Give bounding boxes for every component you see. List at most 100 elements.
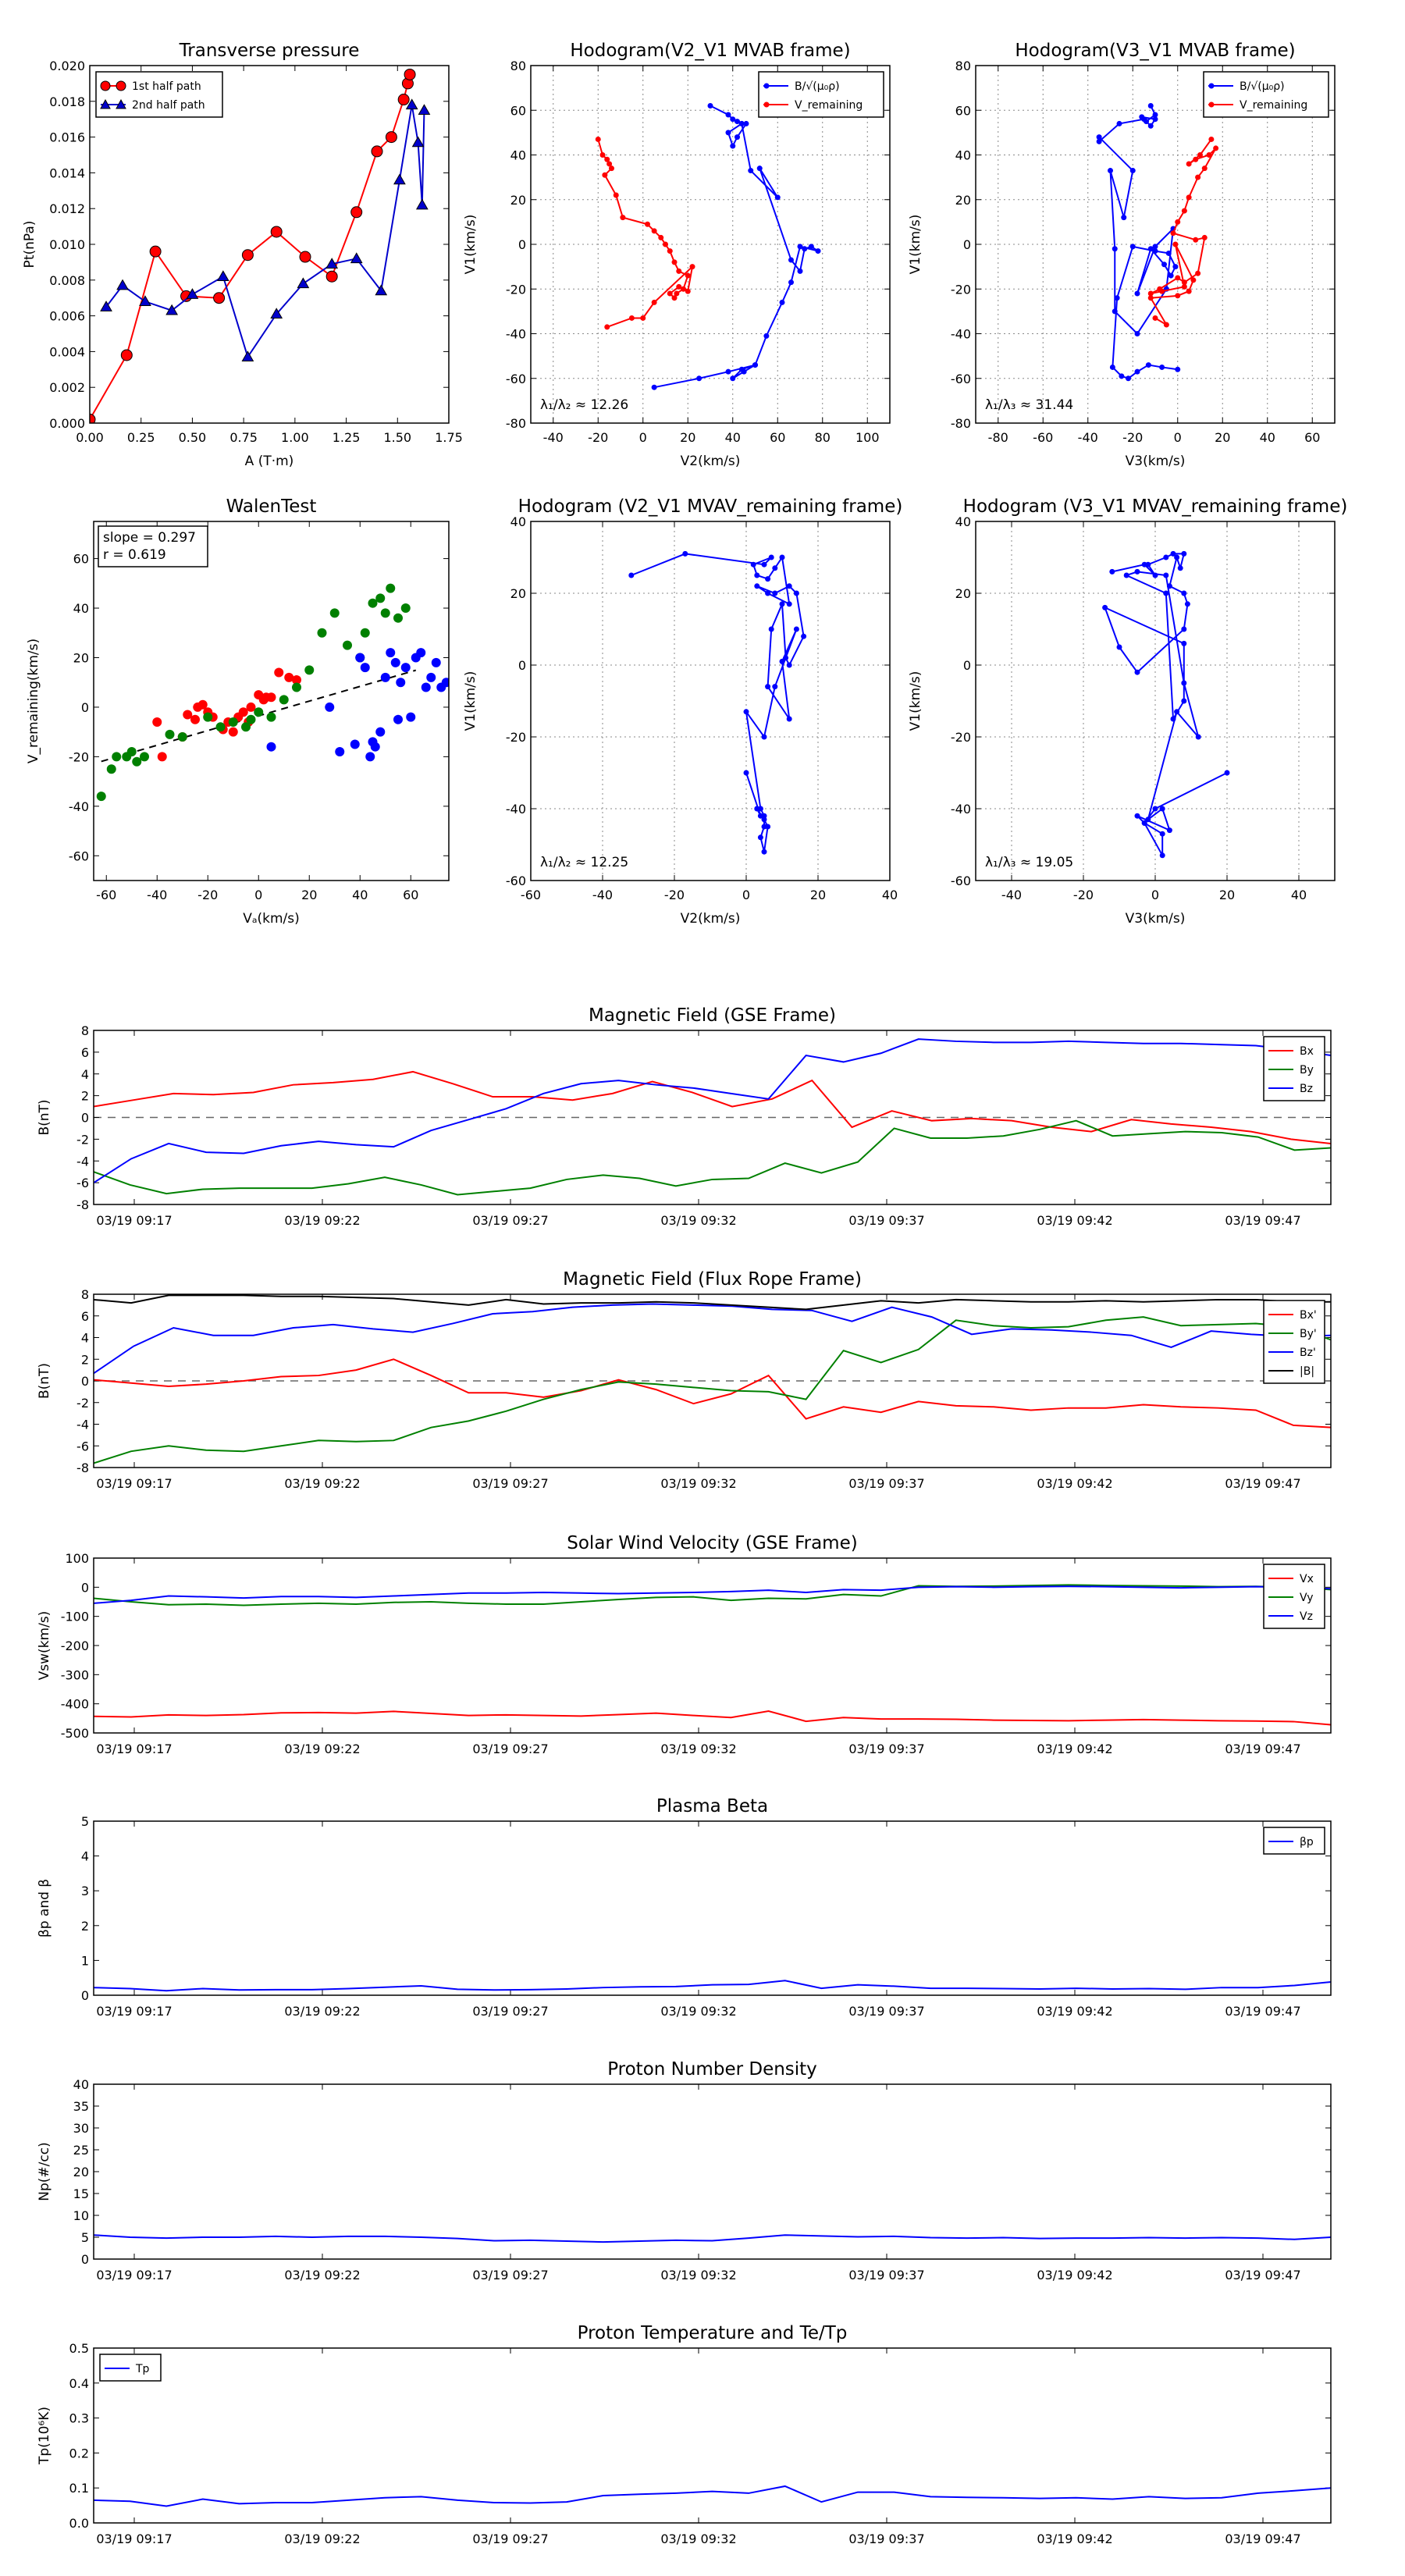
axes-frame <box>93 1030 1332 1205</box>
x-tick-label: 60 <box>770 430 785 445</box>
series-0-point <box>1181 590 1187 596</box>
axes-frame <box>975 65 1336 424</box>
y-axis-label: βp and β <box>37 1879 52 1937</box>
series-1st-half-path-point <box>149 245 162 258</box>
series-0-point <box>228 727 238 737</box>
y-tick-label: 1 <box>81 1953 89 1968</box>
y-tick-label: 60 <box>73 552 89 567</box>
x-tick-label: -20 <box>1122 430 1143 445</box>
annotation-text: λ₁/λ₂ ≈ 12.25 <box>540 855 628 870</box>
x-tick-label: -20 <box>664 888 685 902</box>
series-1-point <box>106 764 116 774</box>
x-tick-label: 03/19 09:42 <box>1037 1213 1112 1228</box>
series-0-point <box>1134 568 1140 575</box>
series-by-line <box>94 1119 1331 1196</box>
series-b--point <box>741 368 747 375</box>
x-tick-label: 03/19 09:47 <box>1225 1742 1300 1756</box>
y-tick-label: 40 <box>510 514 526 529</box>
series-0-point <box>779 658 785 664</box>
series-0-point <box>768 626 774 632</box>
series-1-point <box>400 603 411 614</box>
series-0-point <box>246 702 256 712</box>
y-tick-label: 5 <box>81 2230 89 2245</box>
x-tick-label: 20 <box>1215 430 1230 445</box>
series-b--point <box>730 143 736 149</box>
legend-label: βp <box>1300 1836 1314 1848</box>
series-2-point <box>370 742 380 752</box>
series-b--point <box>1114 295 1120 301</box>
y-tick-label: 3 <box>81 1884 89 1898</box>
x-tick-label: 40 <box>352 888 368 902</box>
series-0-point <box>793 590 799 596</box>
series-0-point <box>786 716 792 722</box>
x-tick-label: 03/19 09:37 <box>848 2532 924 2546</box>
x-tick-label: -20 <box>588 430 608 445</box>
y-tick-label: 20 <box>73 2165 89 2179</box>
series-0-point <box>190 714 200 724</box>
x-tick-label: 03/19 09:27 <box>472 2268 548 2282</box>
series-b--point <box>1175 366 1181 372</box>
y-tick-label: 8 <box>81 1287 89 1302</box>
x-tick-label: 03/19 09:27 <box>472 1213 548 1228</box>
series-b--point <box>1112 246 1118 252</box>
chart-panel-2: Hodogram(V3_V1 MVAB frame) -80 -60 -40 -20 0 2… <box>908 41 1336 469</box>
series-1-point <box>165 729 175 739</box>
x-tick-label: 1.25 <box>333 430 361 445</box>
y-tick-label: 0.020 <box>49 59 85 73</box>
x-tick-label: 03/19 09:22 <box>284 2532 360 2546</box>
legend-label: V_remaining <box>1240 99 1307 112</box>
series-0-point <box>1163 554 1169 560</box>
y-axis-label: Vsw(km/s) <box>37 1611 52 1681</box>
legend-label: |B| <box>1300 1365 1314 1378</box>
series-v-remaining-point <box>674 290 680 297</box>
series-0-point <box>768 554 774 560</box>
y-tick-label: -300 <box>61 1667 89 1682</box>
x-tick-label: 0 <box>742 888 750 902</box>
series-v-remaining-point <box>1195 270 1201 276</box>
series-b--point <box>725 130 731 136</box>
y-tick-label: -20 <box>69 749 89 764</box>
y-tick-label: 0 <box>518 237 526 252</box>
y-tick-label: -40 <box>951 327 971 342</box>
legend-label: Bx <box>1300 1045 1314 1058</box>
y-tick-label: 60 <box>955 103 971 118</box>
series-b--point <box>774 194 781 201</box>
series-v-remaining-point <box>1213 145 1219 151</box>
series-v-remaining-point <box>1208 136 1215 142</box>
x-tick-label: 20 <box>680 430 695 445</box>
series-1-point <box>317 628 327 638</box>
y-tick-label: 40 <box>73 601 89 616</box>
y-tick-label: 0.010 <box>49 237 85 252</box>
y-tick-label: 20 <box>510 193 526 208</box>
series-0-point <box>772 590 778 596</box>
x-tick-label: 20 <box>1219 888 1235 902</box>
series-2nd-half-path-line <box>105 105 425 359</box>
series-b--point <box>779 299 785 305</box>
series-b--point <box>735 134 740 141</box>
series-b--point <box>1141 116 1147 123</box>
series-0-point <box>682 550 688 557</box>
series-2nd-half-path-point <box>411 136 425 148</box>
series-1-point <box>375 593 386 603</box>
series-v-remaining-point <box>1186 194 1192 201</box>
chart-panel-10: Proton Number Density 0 5 10 15 20 25 30 35 40 03/… <box>37 2059 1332 2282</box>
y-tick-label: -100 <box>61 1610 89 1624</box>
y-tick-label: 0.018 <box>49 94 85 109</box>
legend-marker <box>100 98 111 109</box>
legend-label: 1st half path <box>132 80 201 93</box>
series-1-point <box>360 628 370 638</box>
y-tick-label: 6 <box>81 1309 89 1324</box>
series-0-point <box>1195 734 1201 740</box>
series-1st-half-path-point <box>385 131 397 144</box>
y-tick-label: 0 <box>518 658 526 673</box>
series-2-point <box>390 657 400 667</box>
y-tick-label: 0 <box>81 2252 89 2267</box>
series-0-point <box>761 561 767 568</box>
y-tick-label: 4 <box>81 1331 89 1346</box>
plot-area <box>1096 103 1219 382</box>
series-v-remaining-point <box>681 286 686 292</box>
series-v-remaining-point <box>595 136 601 142</box>
series-0-point <box>1152 806 1158 812</box>
series-0-point <box>1145 561 1151 568</box>
y-tick-label: 0.4 <box>69 2376 89 2391</box>
